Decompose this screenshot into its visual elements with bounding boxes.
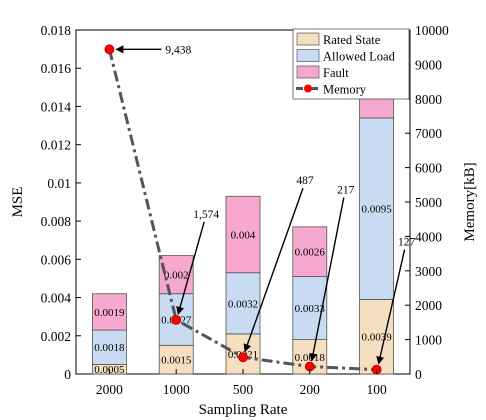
x-tick-label: 1000 <box>163 382 190 397</box>
bar-segment-label: 0.0033 <box>295 303 326 315</box>
y-axis-left: 0 0.002 0.004 0.006 0.008 0.01 0.012 0.014 0.016… <box>41 23 81 382</box>
memory-annotation-label: 127 <box>398 237 416 249</box>
plot-area: 0.00050.00180.00190.00150.00270.0020.002… <box>75 29 416 376</box>
legend-swatch <box>296 65 320 79</box>
bar-segment-label: 0.002 <box>164 270 189 282</box>
legend: Rated State Allowed Load Fault Memory <box>292 28 410 100</box>
bar-segment <box>359 117 395 300</box>
memory-annotations: 9,438 1,574 487 217 127 <box>115 44 416 365</box>
bar-segment <box>225 195 261 274</box>
memory-annotation-label: 487 <box>296 175 314 187</box>
y2-axis-title: Memory[kB] <box>462 162 478 241</box>
memory-line-group <box>104 44 382 375</box>
bar-segment <box>92 329 127 365</box>
bar-segment <box>292 226 328 277</box>
y-tick-label: 0.016 <box>41 61 72 76</box>
memory-annotation-arrow <box>176 221 205 315</box>
legend-label: Allowed Load <box>323 50 396 64</box>
memory-annotation-label: 9,438 <box>165 44 191 56</box>
y-tick-label: 0.006 <box>41 252 72 267</box>
x-tick-label: 2000 <box>96 382 123 397</box>
y2-tick-label: 10000 <box>415 23 449 38</box>
bar-segment-label: 0.0026 <box>295 247 326 259</box>
y2-tick-label: 4000 <box>415 229 442 244</box>
x-tick-label: 100 <box>366 382 387 397</box>
memory-annotation-label: 217 <box>337 185 355 197</box>
bar-segment-label: 0.004 <box>231 229 256 241</box>
memory-annotation-label: 1,574 <box>193 209 219 221</box>
legend-label: Memory <box>323 83 367 97</box>
legend-swatch <box>296 49 320 62</box>
bar-segment-label: 0.0015 <box>161 355 192 367</box>
y-tick-label: 0.008 <box>41 214 72 229</box>
x-axis: 2000 1000 500 200 100 <box>96 369 387 397</box>
y2-tick-label: 6000 <box>415 161 442 176</box>
y-tick-label: 0 <box>64 367 71 382</box>
bar-segment <box>225 272 261 335</box>
y2-tick-label: 2000 <box>415 298 442 313</box>
memory-annotation-arrow <box>309 197 345 362</box>
memory-marker <box>104 44 115 55</box>
bars <box>92 48 395 375</box>
y-tick-label: 0.018 <box>41 23 72 38</box>
x-tick-label: 500 <box>233 382 254 397</box>
memory-marker <box>238 352 248 363</box>
bar-segment <box>92 293 127 331</box>
bar-segment-label: 0.0032 <box>228 298 258 310</box>
y2-tick-label: 5000 <box>415 195 442 210</box>
y2-tick-label: 3000 <box>415 264 442 279</box>
memory-annotation-arrow <box>243 188 304 353</box>
y-tick-label: 0.012 <box>41 138 71 153</box>
legend-swatch <box>296 32 320 46</box>
y2-tick-label: 9000 <box>415 57 442 72</box>
y2-tick-label: 7000 <box>415 126 442 141</box>
memory-annotation-arrow <box>376 249 406 365</box>
x-tick-label: 200 <box>300 382 321 397</box>
legend-marker-swatch <box>304 84 312 93</box>
x-axis-title: Sampling Rate <box>199 402 288 418</box>
y-tick-label: 0.004 <box>41 291 72 306</box>
y-axis-right: 0 1000 2000 3000 4000 5000 6000 7000 8000 9000 100… <box>405 23 449 382</box>
y-axis-title: MSE <box>10 187 26 218</box>
y-tick-label: 0.01 <box>47 176 71 191</box>
legend-label: Rated State <box>323 33 381 47</box>
legend-label: Fault <box>323 66 349 80</box>
y-tick-label: 0.002 <box>41 329 71 344</box>
bar-segment <box>158 255 194 295</box>
y2-tick-label: 0 <box>415 367 422 382</box>
bar-segment-label: 0.0019 <box>94 307 125 319</box>
bar-segment-label: 0.0018 <box>94 342 125 354</box>
y2-tick-label: 8000 <box>415 92 442 107</box>
bar-segment-label: 0.0039 <box>361 332 392 344</box>
y2-tick-label: 1000 <box>415 333 442 348</box>
memory-marker <box>171 314 182 325</box>
bar-segment-label: 0.0095 <box>361 204 392 216</box>
y-tick-label: 0.014 <box>41 99 72 114</box>
